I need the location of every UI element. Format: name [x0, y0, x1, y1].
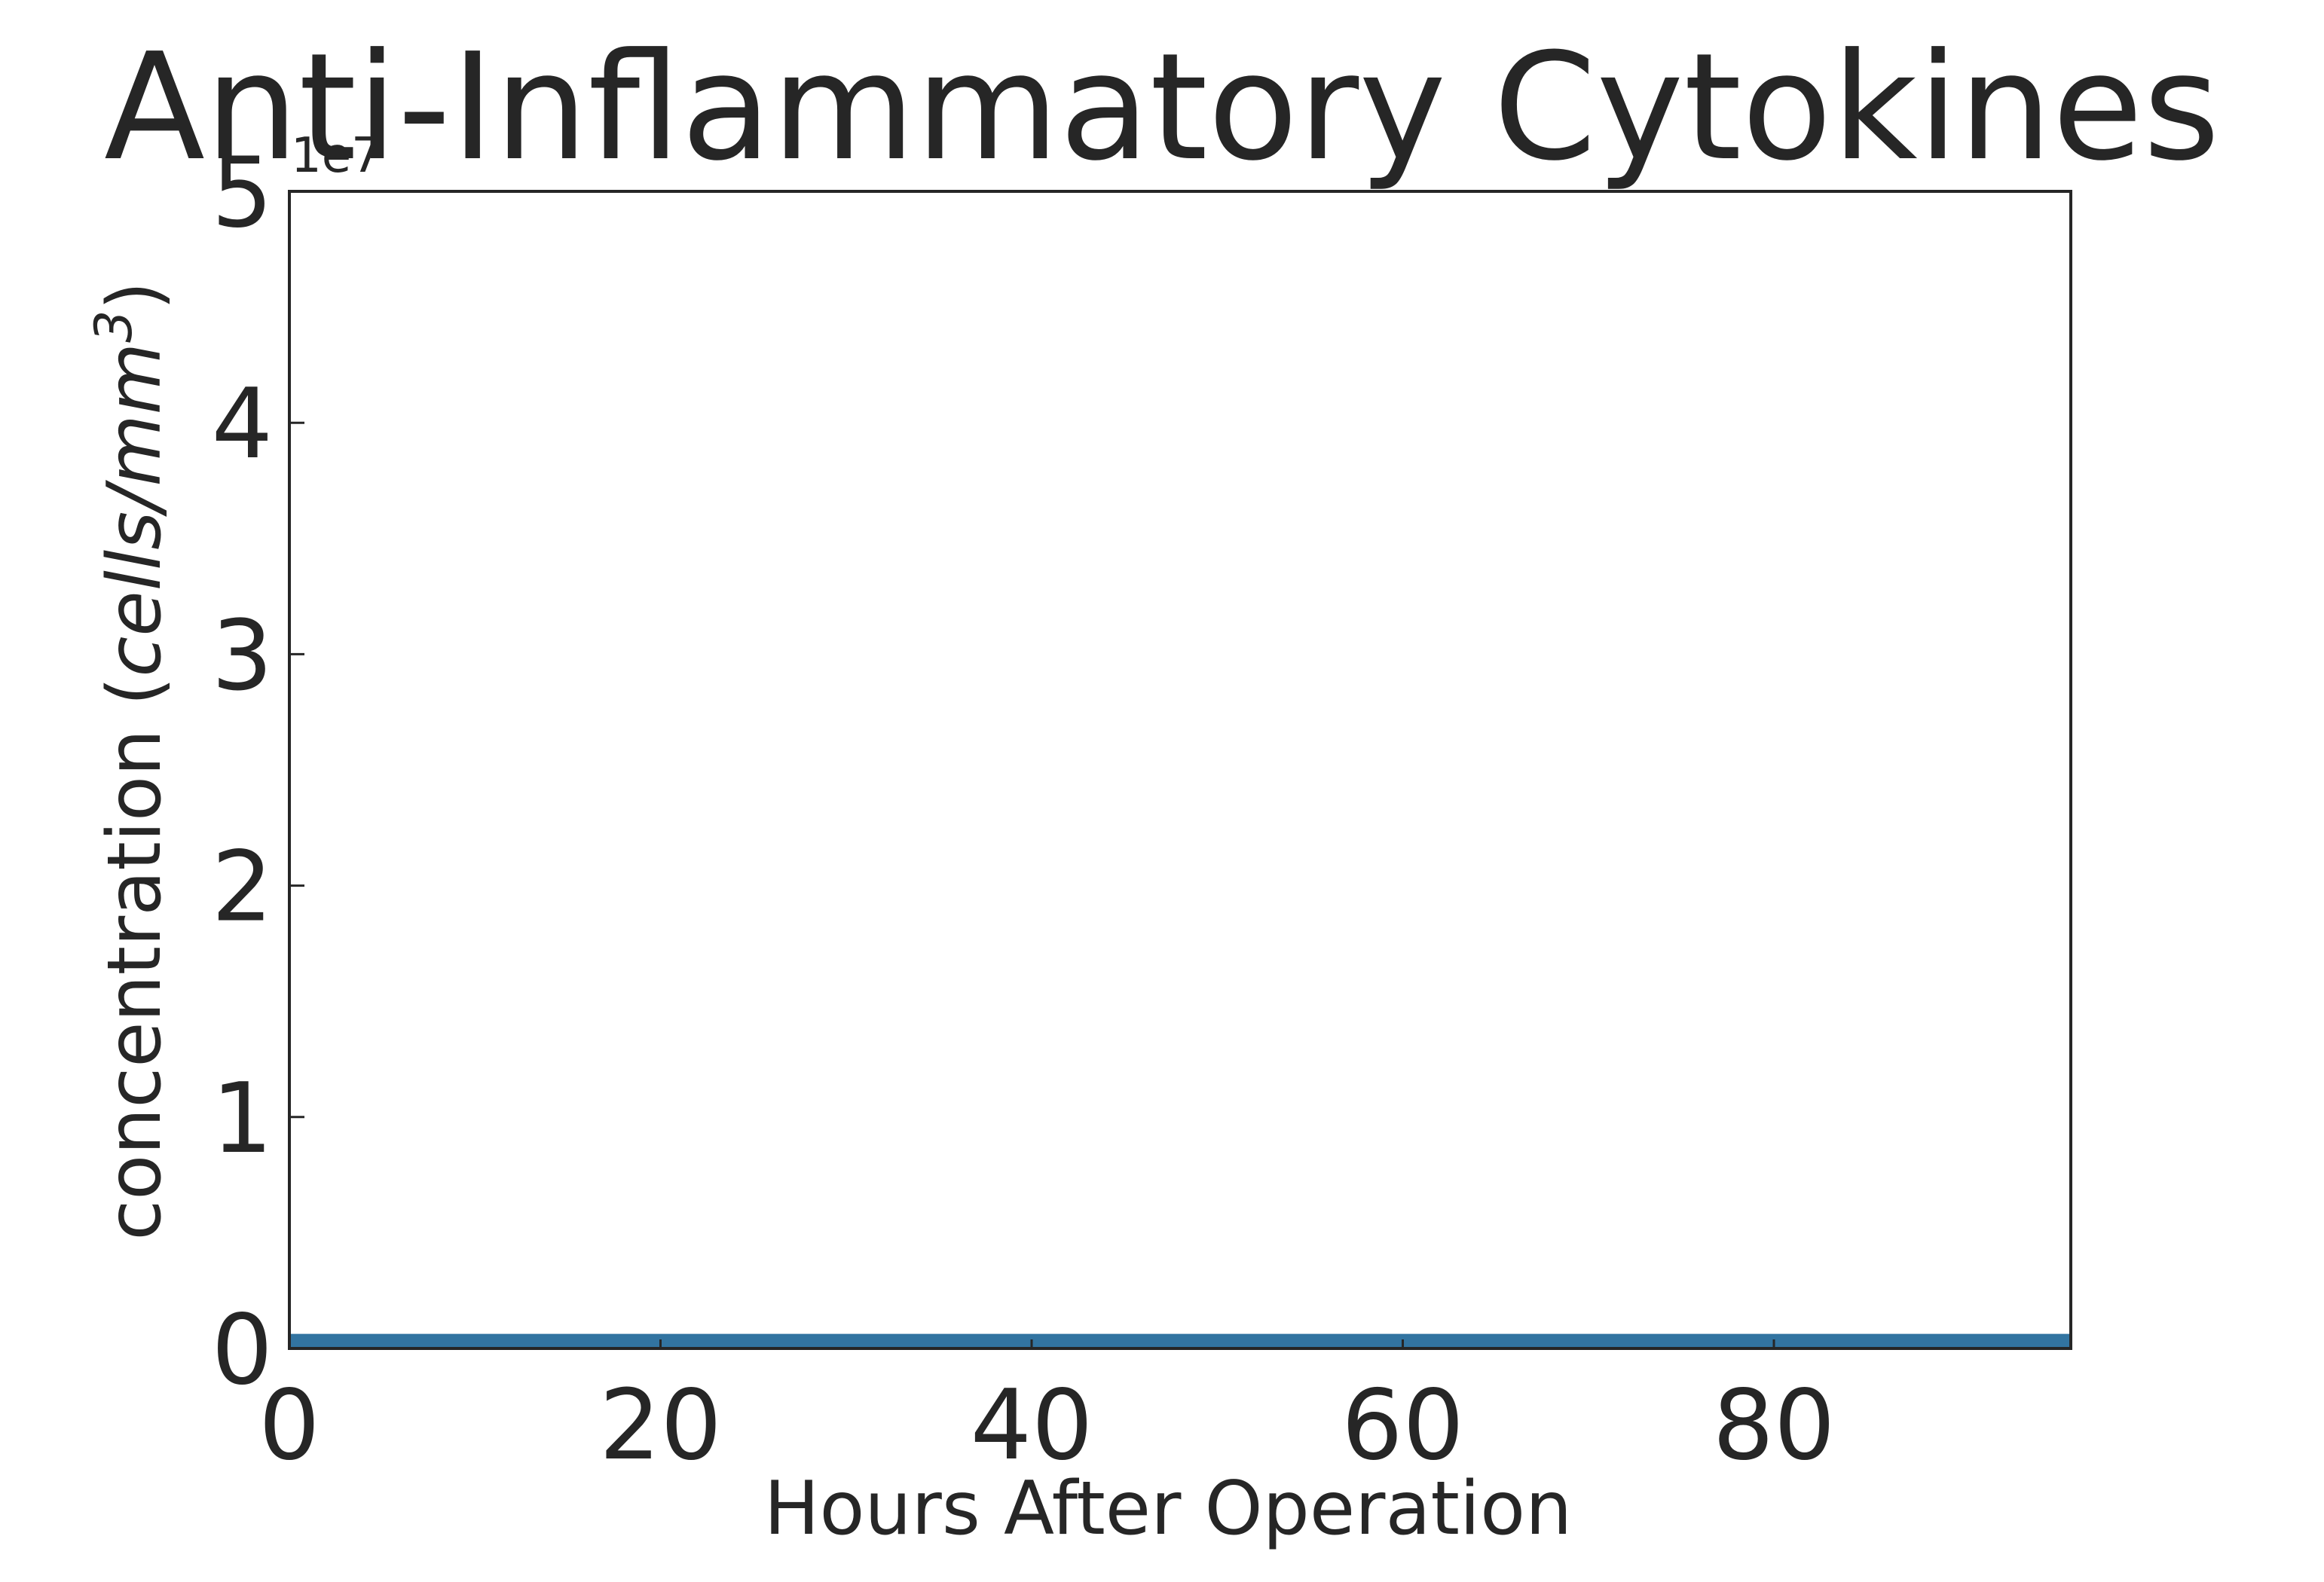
y-offset-text: 1e7: [291, 128, 382, 184]
plot-frame: [288, 190, 2072, 1350]
y-tick-label-5: 5: [212, 137, 273, 249]
y-axis-label-suffix: ): [92, 281, 178, 310]
x-axis-label: Hours After Operation: [764, 1466, 1572, 1552]
x-tick-label-80: 80: [1713, 1370, 1836, 1482]
x-axis-ticks: 0 20 40 60 80: [258, 1339, 1835, 1482]
y-axis-label-prefix: concentration (: [92, 677, 178, 1241]
x-tick-label-20: 20: [599, 1370, 722, 1482]
y-axis-label-unit-exponent: 3: [84, 310, 144, 343]
plot-area: 0 20 40 60 80 0 1 2 3 4 5: [212, 137, 2072, 1482]
x-tick-label-0: 0: [258, 1370, 320, 1482]
series-area-0: [289, 1333, 2072, 1349]
y-tick-label-0: 0: [212, 1294, 273, 1406]
x-tick-label-40: 40: [971, 1370, 1093, 1482]
chart-title: Anti-Inflammatory Cytokines: [104, 22, 2220, 194]
y-tick-label-1: 1: [212, 1063, 273, 1175]
y-tick-label-3: 3: [212, 600, 273, 712]
y-axis-label: concentration (cells/mm3): [84, 281, 178, 1240]
x-tick-label-60: 60: [1341, 1370, 1464, 1482]
plot-background: [289, 191, 2071, 1348]
y-tick-label-2: 2: [212, 832, 273, 944]
y-axis-ticks: 0 1 2 3 4 5: [212, 137, 304, 1406]
y-axis-label-unit: cells/mm: [92, 343, 178, 677]
series-layer: [289, 1333, 2072, 1349]
y-tick-label-4: 4: [212, 368, 273, 481]
